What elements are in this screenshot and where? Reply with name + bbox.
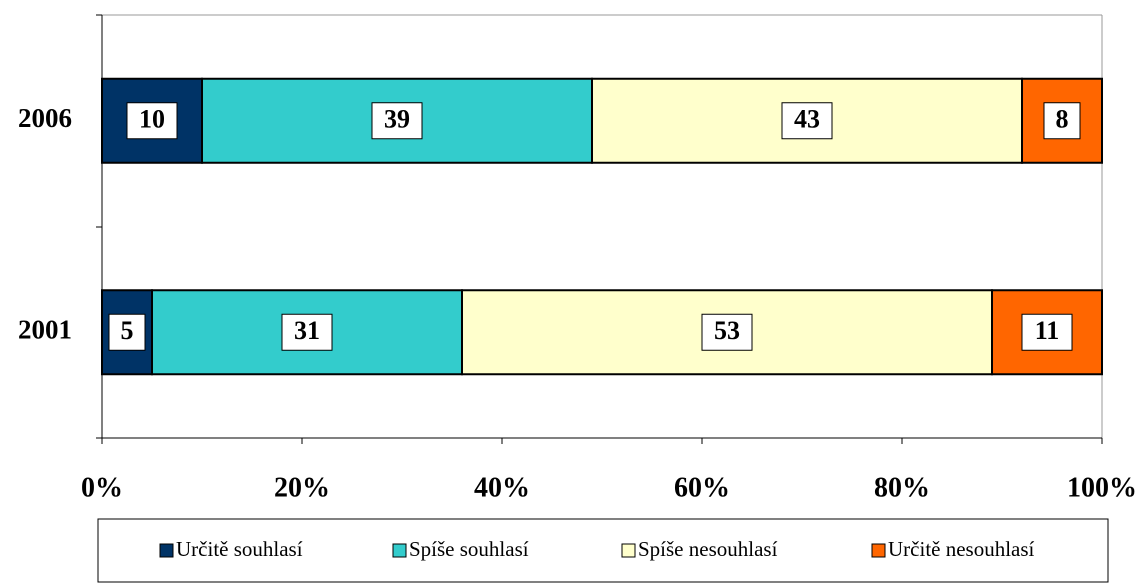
legend-swatch — [392, 543, 407, 558]
data-label: 5 — [121, 316, 134, 345]
x-tick-label: 60% — [674, 472, 730, 503]
data-label-box — [126, 102, 178, 140]
data-label: 43 — [794, 105, 820, 134]
x-tick-label: 40% — [474, 472, 530, 503]
legend-swatch — [621, 543, 636, 558]
data-label: 11 — [1035, 316, 1060, 345]
data-label-box — [1043, 102, 1081, 140]
data-label-box — [371, 102, 423, 140]
x-tick-label: 0% — [81, 472, 123, 503]
data-label: 39 — [384, 105, 410, 134]
data-label: 31 — [294, 316, 320, 345]
legend-swatch — [871, 543, 886, 558]
data-label: 53 — [714, 316, 740, 345]
data-label-box — [281, 313, 333, 351]
data-label: 10 — [139, 105, 165, 134]
legend-label: Spíše nesouhlasí — [638, 537, 778, 561]
data-label-box — [781, 102, 833, 140]
legend-box — [97, 518, 1109, 583]
legend-label: Určitě souhlasí — [176, 537, 303, 561]
data-label: 8 — [1056, 105, 1069, 134]
category-label: 2001 — [18, 314, 72, 344]
data-label-box — [1021, 313, 1073, 351]
x-tick-label: 20% — [274, 472, 330, 503]
x-tick-label: 100% — [1067, 472, 1137, 503]
legend-label: Určitě nesouhlasí — [888, 537, 1035, 561]
data-label-box — [108, 313, 146, 351]
legend-label: Spíše souhlasí — [409, 537, 529, 561]
category-label: 2006 — [18, 103, 72, 133]
x-tick-label: 80% — [874, 472, 930, 503]
data-label-box — [701, 313, 753, 351]
legend-swatch — [159, 543, 174, 558]
